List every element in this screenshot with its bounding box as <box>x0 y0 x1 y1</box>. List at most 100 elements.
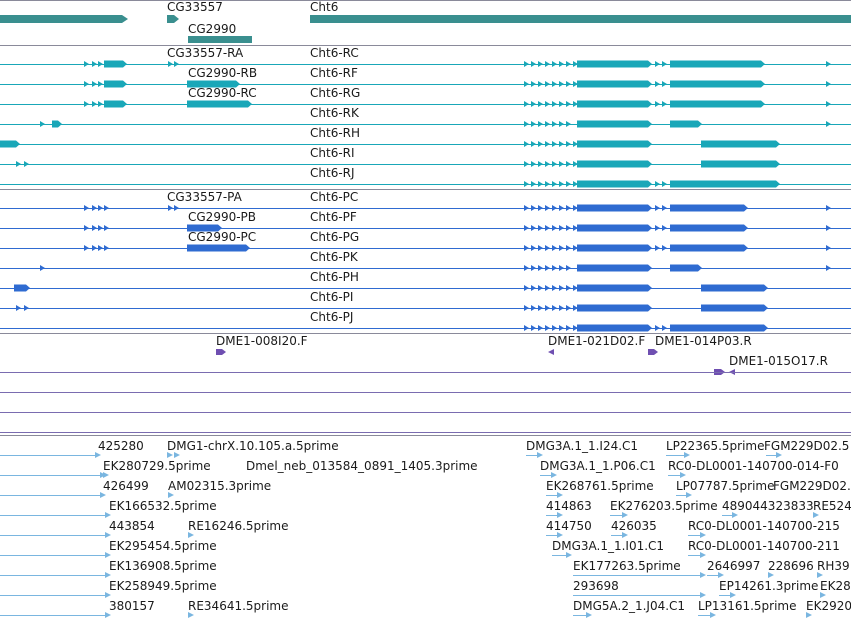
exon-block[interactable] <box>577 180 652 188</box>
exon-arrow[interactable] <box>662 101 667 107</box>
est-arrow[interactable] <box>622 532 628 538</box>
exon-arrow[interactable] <box>566 205 571 211</box>
exon-arrow[interactable] <box>566 245 571 251</box>
exon-arrow[interactable] <box>174 205 179 211</box>
exon-arrow[interactable] <box>662 205 667 211</box>
exon-block[interactable] <box>670 244 748 252</box>
exon-arrow[interactable] <box>559 305 564 311</box>
est-arrow[interactable] <box>557 532 563 538</box>
exon-arrow[interactable] <box>566 81 571 87</box>
est-arrow[interactable] <box>100 492 106 498</box>
exon-arrow[interactable] <box>524 121 529 127</box>
exon-block[interactable] <box>701 160 780 168</box>
exon-arrow[interactable] <box>545 121 550 127</box>
exon-arrow[interactable] <box>84 81 89 87</box>
exon-arrow[interactable] <box>662 61 667 67</box>
clone-glyphs[interactable] <box>216 349 735 375</box>
exon-arrow[interactable] <box>559 81 564 87</box>
est-arrow[interactable] <box>700 572 706 578</box>
gene-feature-left[interactable] <box>0 15 128 23</box>
exon-arrow[interactable] <box>538 141 543 147</box>
exon-block[interactable] <box>577 324 652 332</box>
exon-arrow[interactable] <box>573 61 578 67</box>
exon-arrow[interactable] <box>545 161 550 167</box>
clone-track[interactable]: DME1-008I20.F DME1-021D02.F DME1-014P03.… <box>0 334 851 433</box>
exon-block[interactable] <box>187 100 252 108</box>
exon-arrow[interactable] <box>552 265 557 271</box>
exon-arrow[interactable] <box>531 121 536 127</box>
exon-arrow[interactable] <box>662 245 667 251</box>
exon-arrow[interactable] <box>531 305 536 311</box>
exon-arrow[interactable] <box>655 205 660 211</box>
exon-arrow[interactable] <box>573 305 578 311</box>
exon-arrow[interactable] <box>566 121 571 127</box>
exon-arrow[interactable] <box>826 245 831 251</box>
est-arrow[interactable] <box>768 572 774 578</box>
exon-arrow[interactable] <box>524 181 529 187</box>
exon-arrow[interactable] <box>524 225 529 231</box>
exon-arrow[interactable] <box>573 81 578 87</box>
exon-arrow[interactable] <box>538 161 543 167</box>
exon-arrow[interactable] <box>826 81 831 87</box>
exon-block[interactable] <box>577 140 652 148</box>
exon-block[interactable] <box>577 160 652 168</box>
exon-arrow[interactable] <box>524 265 529 271</box>
exon-arrow[interactable] <box>531 225 536 231</box>
exon-arrow[interactable] <box>573 181 578 187</box>
exon-arrow[interactable] <box>531 161 536 167</box>
est-arrow[interactable] <box>103 472 109 478</box>
est-arrow[interactable] <box>557 512 563 518</box>
est-arrow[interactable] <box>105 612 111 618</box>
exon-block[interactable] <box>0 140 20 148</box>
gene-feature-cht6[interactable] <box>310 15 851 23</box>
exon-arrow[interactable] <box>538 81 543 87</box>
exon-block[interactable] <box>577 100 652 108</box>
exon-arrow[interactable] <box>92 81 97 87</box>
exon-arrow[interactable] <box>84 205 89 211</box>
est-arrow[interactable] <box>710 612 716 618</box>
est-arrow[interactable] <box>817 572 823 578</box>
exon-arrow[interactable] <box>662 225 667 231</box>
exon-arrow[interactable] <box>524 141 529 147</box>
exon-block[interactable] <box>104 100 127 108</box>
exon-arrow[interactable] <box>559 161 564 167</box>
exon-arrow[interactable] <box>538 61 543 67</box>
exon-arrow[interactable] <box>826 265 831 271</box>
exon-arrow[interactable] <box>40 265 45 271</box>
exon-arrow[interactable] <box>92 205 97 211</box>
exon-block[interactable] <box>670 224 748 232</box>
exon-arrow[interactable] <box>538 225 543 231</box>
exon-arrow[interactable] <box>531 101 536 107</box>
exon-arrow[interactable] <box>538 285 543 291</box>
exon-block[interactable] <box>187 244 250 252</box>
transcript-glyphs-r[interactable] <box>0 60 851 188</box>
transcript-track-p[interactable]: CG33557-PA CG2990-PB CG2990-PC Cht6-PC C… <box>0 190 851 332</box>
exon-arrow[interactable] <box>559 101 564 107</box>
exon-arrow[interactable] <box>24 305 29 311</box>
exon-arrow[interactable] <box>538 305 543 311</box>
exon-arrow[interactable] <box>559 141 564 147</box>
exon-arrow[interactable] <box>552 61 557 67</box>
exon-arrow[interactable] <box>84 225 89 231</box>
exon-arrow[interactable] <box>566 141 571 147</box>
exon-arrow[interactable] <box>655 61 660 67</box>
est-arrow[interactable] <box>700 532 706 538</box>
exon-arrow[interactable] <box>573 285 578 291</box>
est-arrow[interactable] <box>700 592 706 598</box>
exon-arrow[interactable] <box>552 205 557 211</box>
exon-arrow[interactable] <box>92 225 97 231</box>
exon-arrow[interactable] <box>168 61 173 67</box>
est-arrow[interactable] <box>730 592 736 598</box>
exon-arrow[interactable] <box>531 285 536 291</box>
est-arrow[interactable] <box>188 532 194 538</box>
exon-arrow[interactable] <box>566 325 571 331</box>
exon-arrow[interactable] <box>538 121 543 127</box>
exon-arrow[interactable] <box>552 161 557 167</box>
exon-arrow[interactable] <box>573 225 578 231</box>
exon-arrow[interactable] <box>168 205 173 211</box>
exon-arrow[interactable] <box>92 61 97 67</box>
exon-arrow[interactable] <box>573 245 578 251</box>
exon-arrow[interactable] <box>98 205 103 211</box>
exon-arrow[interactable] <box>552 181 557 187</box>
